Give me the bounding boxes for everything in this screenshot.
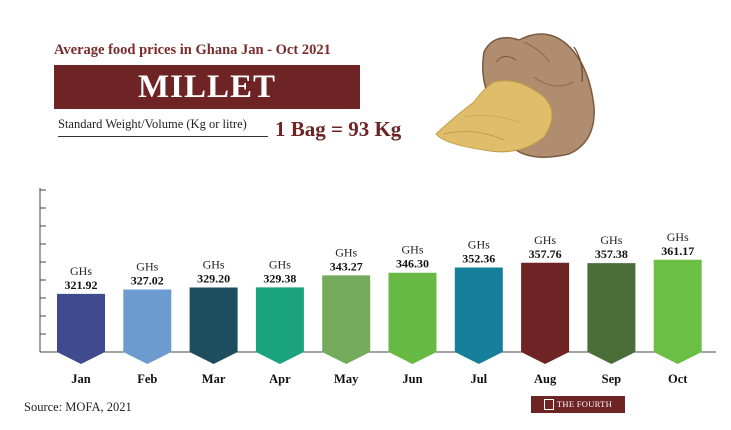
bar-jan	[57, 293, 105, 364]
bar-sep	[587, 263, 636, 364]
currency-label: GHs	[468, 237, 490, 251]
currency-label: GHs	[335, 245, 357, 259]
currency-label: GHs	[70, 264, 92, 278]
bar-jul	[454, 267, 503, 364]
currency-label: GHs	[269, 257, 291, 271]
value-label: 343.27	[330, 259, 363, 273]
currency-label: GHs	[203, 258, 225, 272]
logo-text: THE FOURTH ESTATE	[556, 399, 613, 426]
bar-may	[322, 275, 371, 364]
logo-mark-icon	[543, 398, 554, 410]
x-tick-label: Apr	[269, 372, 291, 386]
currency-label: GHs	[136, 259, 158, 273]
value-label: 357.76	[529, 247, 562, 261]
millet-sack-illustration	[435, 33, 595, 158]
title-banner: MILLET	[54, 65, 360, 109]
x-tick-label: May	[334, 372, 359, 386]
bag-weight-value: 1 Bag = 93 Kg	[275, 117, 402, 141]
currency-label: GHs	[667, 230, 689, 244]
standard-weight-label: Standard Weight/Volume (Kg or litre)	[58, 117, 247, 131]
source-note: Source: MOFA, 2021	[24, 400, 132, 414]
currency-label: GHs	[534, 233, 556, 247]
x-tick-label: Feb	[137, 372, 157, 386]
currency-label: GHs	[401, 243, 423, 257]
x-tick-label: Sep	[602, 372, 622, 386]
value-label: 329.20	[197, 272, 230, 286]
x-tick-label: Oct	[668, 372, 688, 386]
value-label: 321.92	[65, 278, 98, 292]
x-tick-label: Jul	[470, 372, 487, 386]
chart-subtitle: Average food prices in Ghana Jan - Oct 2…	[54, 42, 331, 58]
x-tick-label: Jan	[71, 372, 91, 386]
bar-jun	[388, 272, 437, 364]
the-fourth-estate-logo: THE FOURTH ESTATE	[531, 396, 625, 426]
x-tick-label: Jun	[402, 372, 422, 386]
x-tick-label: Mar	[202, 372, 226, 386]
currency-label: GHs	[600, 233, 622, 247]
label-underline	[58, 136, 268, 137]
x-tick-label: Aug	[534, 372, 557, 386]
bar-apr	[255, 287, 304, 364]
value-label: 346.30	[396, 257, 429, 271]
value-label: 357.38	[595, 247, 628, 261]
value-label: 329.38	[263, 271, 296, 285]
value-label: 352.36	[462, 251, 495, 265]
bar-aug	[521, 262, 570, 364]
bar-mar	[189, 287, 238, 364]
bar-oct	[653, 259, 702, 364]
value-label: 361.17	[661, 244, 694, 258]
bar-chart: GHs321.92JanGHs327.02FebGHs329.20MarGHs3…	[39, 188, 716, 386]
value-label: 327.02	[131, 273, 164, 287]
bar-feb	[123, 289, 172, 364]
